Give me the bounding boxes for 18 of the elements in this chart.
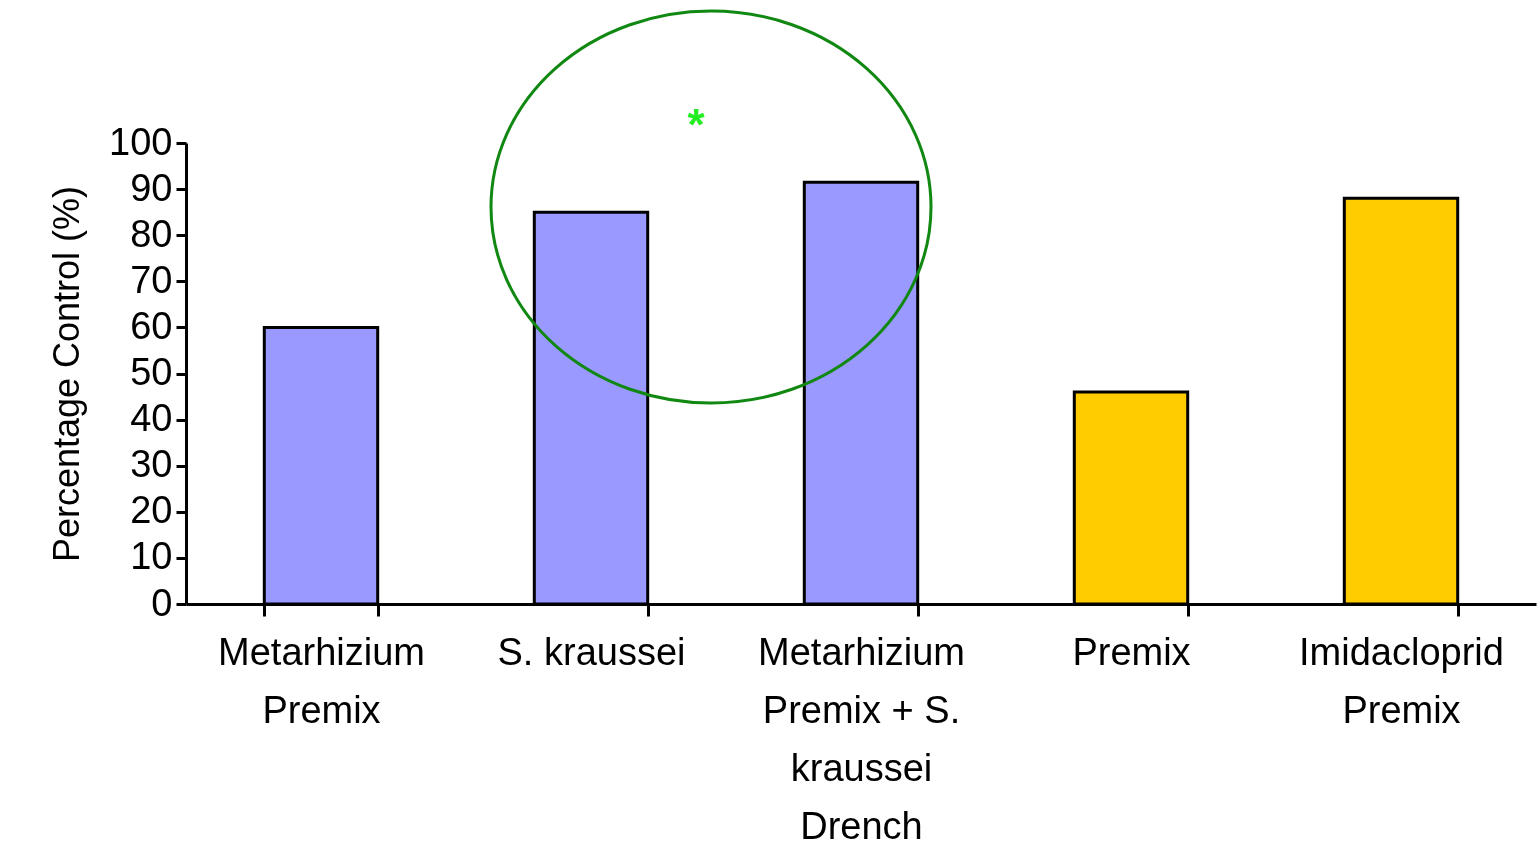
x-tick-label: Imidacloprid Premix — [1299, 630, 1504, 731]
x-tick-label: Premix — [1072, 630, 1191, 673]
y-tick-label: 80 — [130, 212, 173, 255]
y-tick-label: 90 — [130, 166, 173, 209]
y-tick-label: 30 — [130, 443, 173, 486]
x-tick-label: S. kraussei — [497, 630, 686, 673]
annotation: * — [687, 100, 706, 149]
y-tick-label: 50 — [130, 351, 173, 393]
y-tick-label: 10 — [130, 535, 173, 578]
y-tick-label: 60 — [130, 304, 173, 347]
x-tick-label: Metarhizium Premix — [218, 630, 425, 731]
y-axis-title: Percentage Control (%) — [46, 185, 88, 563]
y-tick-label: 100 — [109, 120, 173, 163]
x-tick-label: Metarhizium Premix + S. kraussei Drench — [758, 630, 965, 847]
y-tick-label: 0 — [151, 581, 173, 624]
y-tick-label: 20 — [130, 489, 173, 532]
y-tick-label: 70 — [130, 258, 173, 301]
y-tick-label: 40 — [130, 397, 173, 440]
